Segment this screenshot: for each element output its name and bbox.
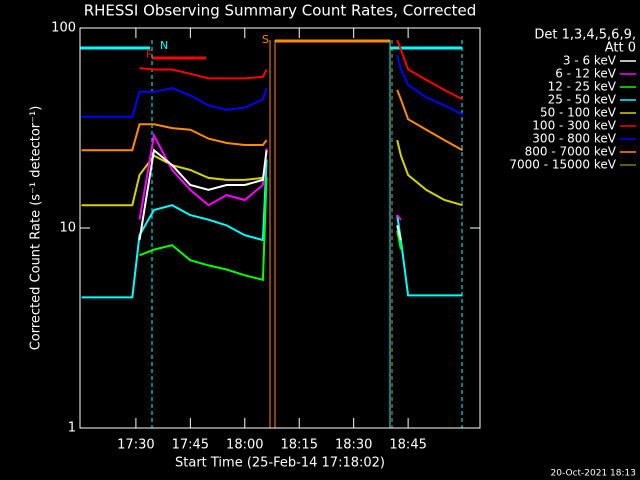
series-line (81, 139, 463, 207)
x-tick-label: 18:30 (335, 438, 372, 453)
annotation: N (160, 39, 168, 52)
series-line (81, 55, 464, 118)
series-line (139, 39, 464, 101)
y-tick-label: 10 (59, 221, 76, 236)
y-tick-label: 1 (68, 421, 76, 436)
legend-label: 100 - 300 keV (532, 119, 616, 133)
legend-label: 7000 - 15000 keV (509, 158, 616, 172)
series-line (138, 148, 402, 241)
series-line (138, 132, 402, 221)
series-line (81, 89, 464, 152)
annotation: F (146, 48, 152, 61)
y-axis-label: Corrected Count Rate (s⁻¹ detector⁻¹) (29, 106, 44, 351)
x-tick-label: 18:15 (281, 438, 318, 453)
x-tick-label: 18:45 (389, 438, 426, 453)
x-tick-label: 18:00 (226, 438, 263, 453)
legend-label: 50 - 100 keV (540, 106, 617, 120)
legend-label: 800 - 7000 keV (525, 145, 617, 159)
annotation: S (262, 33, 269, 46)
legend-label: 25 - 50 keV (548, 93, 617, 107)
legend-label: 300 - 800 keV (532, 132, 616, 146)
footer: 20-Oct-2021 18:13 (551, 469, 636, 479)
x-tick-label: 17:30 (117, 438, 154, 453)
legend-label: 3 - 6 keV (563, 54, 617, 68)
x-tick-label: 17:45 (172, 438, 209, 453)
plot-frame (79, 27, 481, 429)
legend-label: 6 - 12 keV (555, 67, 617, 81)
legend-label: 12 - 25 keV (548, 80, 617, 94)
chart-title: RHESSI Observing Summary Count Rates, Co… (84, 2, 477, 20)
legend-title: Det 1,3,4,5,6,9, (534, 28, 636, 43)
legend-title: Att 0 (605, 41, 636, 56)
series-line (139, 176, 402, 282)
x-axis-label: Start Time (25-Feb-14 17:18:02) (175, 456, 385, 471)
y-tick-label: 100 (51, 21, 76, 36)
